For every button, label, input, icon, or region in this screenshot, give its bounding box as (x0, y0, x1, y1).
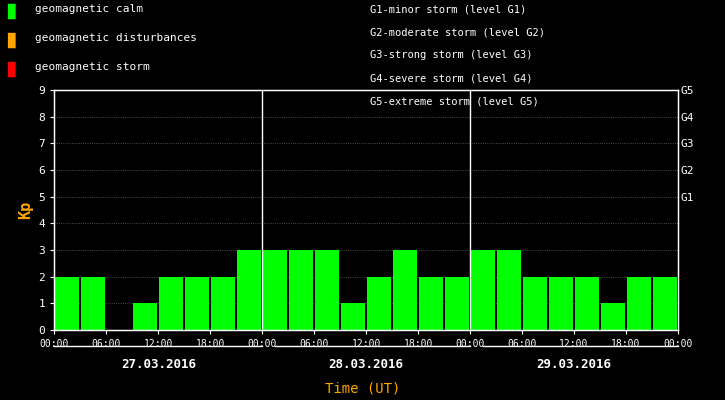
Bar (211, 277, 235, 330)
Bar (160, 277, 183, 330)
Bar (549, 277, 573, 330)
Text: █: █ (7, 33, 14, 48)
Text: G3-strong storm (level G3): G3-strong storm (level G3) (370, 50, 532, 60)
Text: 27.03.2016: 27.03.2016 (121, 358, 196, 371)
Bar (289, 250, 313, 330)
Bar (237, 250, 261, 330)
Bar (523, 277, 547, 330)
Text: 28.03.2016: 28.03.2016 (328, 358, 404, 371)
Bar (186, 277, 210, 330)
Text: G1-minor storm (level G1): G1-minor storm (level G1) (370, 4, 526, 14)
Bar (419, 277, 443, 330)
Bar (471, 250, 495, 330)
Text: █: █ (7, 62, 14, 77)
Bar (367, 277, 391, 330)
Bar (81, 277, 105, 330)
Bar (445, 277, 469, 330)
Y-axis label: Kp: Kp (18, 201, 33, 219)
Text: Time (UT): Time (UT) (325, 382, 400, 396)
Bar (133, 303, 157, 330)
Bar (575, 277, 599, 330)
Text: geomagnetic calm: geomagnetic calm (35, 4, 143, 14)
Text: 29.03.2016: 29.03.2016 (536, 358, 611, 371)
Text: geomagnetic disturbances: geomagnetic disturbances (35, 33, 196, 43)
Bar (341, 303, 365, 330)
Text: G5-extreme storm (level G5): G5-extreme storm (level G5) (370, 97, 539, 107)
Bar (55, 277, 79, 330)
Bar (627, 277, 651, 330)
Text: █: █ (7, 4, 14, 20)
Text: G4-severe storm (level G4): G4-severe storm (level G4) (370, 74, 532, 84)
Text: G2-moderate storm (level G2): G2-moderate storm (level G2) (370, 27, 544, 37)
Bar (393, 250, 417, 330)
Bar (497, 250, 521, 330)
Bar (653, 277, 677, 330)
Bar (263, 250, 287, 330)
Text: geomagnetic storm: geomagnetic storm (35, 62, 149, 72)
Bar (601, 303, 625, 330)
Bar (315, 250, 339, 330)
